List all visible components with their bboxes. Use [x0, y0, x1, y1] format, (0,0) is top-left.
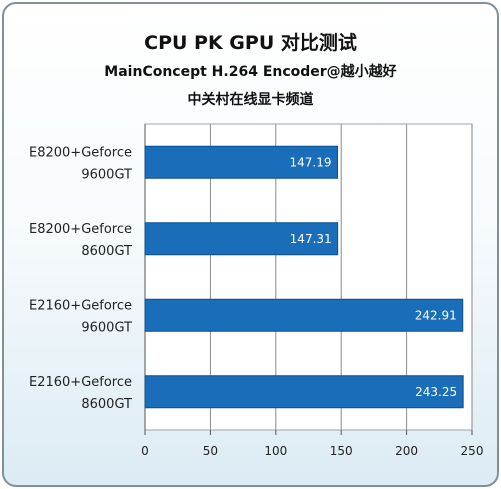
bar — [144, 375, 464, 409]
bar-value-label: 147.19 — [290, 155, 332, 169]
category-label: E2160+Geforce — [29, 298, 132, 313]
x-tick-label: 0 — [141, 444, 149, 458]
bar-value-label: 243.25 — [415, 385, 457, 399]
bar-value-label: 147.31 — [290, 232, 332, 246]
x-tick-label: 250 — [461, 444, 484, 458]
bar — [144, 222, 339, 256]
bar-value-label: 242.91 — [415, 308, 457, 322]
category-label: 9600GT — [81, 320, 132, 335]
category-label: 9600GT — [81, 167, 132, 182]
category-label: 8600GT — [81, 244, 132, 259]
x-tick-label: 50 — [203, 444, 218, 458]
chart-subtitle: MainConcept H.264 Encoder@越小越好 — [104, 64, 397, 80]
category-label: 8600GT — [81, 397, 132, 412]
x-tick-label: 100 — [264, 444, 287, 458]
category-label: E2160+Geforce — [29, 375, 132, 390]
category-label: E8200+Geforce — [29, 222, 132, 237]
chart-title: CPU PK GPU 对比测试 — [144, 32, 357, 54]
bar — [144, 298, 464, 332]
chart-source: 中关村在线显卡频道 — [187, 92, 314, 108]
bar — [144, 145, 339, 179]
category-label: E8200+Geforce — [29, 145, 132, 160]
x-tick-label: 200 — [395, 444, 418, 458]
x-tick-label: 150 — [330, 444, 353, 458]
